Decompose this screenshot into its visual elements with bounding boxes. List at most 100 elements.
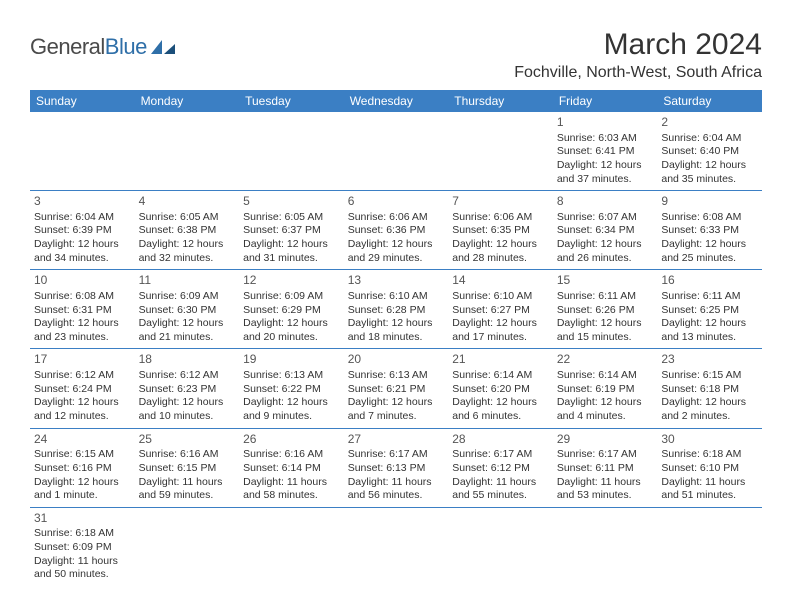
daylight-text: and 6 minutes.	[452, 410, 549, 424]
calendar-day: 18Sunrise: 6:12 AMSunset: 6:23 PMDayligh…	[135, 349, 240, 428]
daylight-text: and 18 minutes.	[348, 331, 445, 345]
sunrise-text: Sunrise: 6:14 AM	[557, 369, 654, 383]
daylight-text: Daylight: 12 hours	[139, 317, 236, 331]
daylight-text: and 50 minutes.	[34, 568, 131, 582]
day-number: 28	[452, 432, 549, 448]
sunset-text: Sunset: 6:38 PM	[139, 224, 236, 238]
daylight-text: and 4 minutes.	[557, 410, 654, 424]
calendar-day: 25Sunrise: 6:16 AMSunset: 6:15 PMDayligh…	[135, 428, 240, 507]
calendar-empty	[30, 112, 135, 191]
daylight-text: and 34 minutes.	[34, 252, 131, 266]
sunset-text: Sunset: 6:41 PM	[557, 145, 654, 159]
sunset-text: Sunset: 6:26 PM	[557, 304, 654, 318]
day-number: 3	[34, 194, 131, 210]
daylight-text: and 53 minutes.	[557, 489, 654, 503]
month-title: March 2024	[514, 28, 762, 62]
sunset-text: Sunset: 6:34 PM	[557, 224, 654, 238]
sunset-text: Sunset: 6:30 PM	[139, 304, 236, 318]
daylight-text: and 2 minutes.	[661, 410, 758, 424]
sunrise-text: Sunrise: 6:15 AM	[661, 369, 758, 383]
daylight-text: and 21 minutes.	[139, 331, 236, 345]
daylight-text: and 29 minutes.	[348, 252, 445, 266]
sunset-text: Sunset: 6:36 PM	[348, 224, 445, 238]
calendar-empty	[344, 507, 449, 586]
daylight-text: Daylight: 12 hours	[243, 238, 340, 252]
day-number: 24	[34, 432, 131, 448]
daylight-text: Daylight: 12 hours	[661, 317, 758, 331]
daylight-text: Daylight: 12 hours	[243, 396, 340, 410]
calendar-week: 10Sunrise: 6:08 AMSunset: 6:31 PMDayligh…	[30, 270, 762, 349]
daylight-text: Daylight: 12 hours	[139, 238, 236, 252]
calendar-empty	[448, 112, 553, 191]
calendar-day: 3Sunrise: 6:04 AMSunset: 6:39 PMDaylight…	[30, 191, 135, 270]
sunset-text: Sunset: 6:33 PM	[661, 224, 758, 238]
brand-part2: Blue	[105, 34, 147, 59]
calendar-day: 28Sunrise: 6:17 AMSunset: 6:12 PMDayligh…	[448, 428, 553, 507]
daylight-text: Daylight: 12 hours	[34, 317, 131, 331]
calendar-day: 30Sunrise: 6:18 AMSunset: 6:10 PMDayligh…	[657, 428, 762, 507]
day-number: 26	[243, 432, 340, 448]
sunrise-text: Sunrise: 6:09 AM	[243, 290, 340, 304]
daylight-text: and 23 minutes.	[34, 331, 131, 345]
daylight-text: and 58 minutes.	[243, 489, 340, 503]
sunrise-text: Sunrise: 6:09 AM	[139, 290, 236, 304]
day-number: 4	[139, 194, 236, 210]
daylight-text: and 12 minutes.	[34, 410, 131, 424]
calendar-empty	[135, 112, 240, 191]
calendar-day: 10Sunrise: 6:08 AMSunset: 6:31 PMDayligh…	[30, 270, 135, 349]
daylight-text: Daylight: 11 hours	[661, 476, 758, 490]
daylight-text: Daylight: 12 hours	[661, 159, 758, 173]
day-number: 5	[243, 194, 340, 210]
weekday-header: Tuesday	[239, 90, 344, 112]
calendar-day: 31Sunrise: 6:18 AMSunset: 6:09 PMDayligh…	[30, 507, 135, 586]
sunrise-text: Sunrise: 6:13 AM	[243, 369, 340, 383]
calendar-empty	[448, 507, 553, 586]
day-number: 25	[139, 432, 236, 448]
day-number: 20	[348, 352, 445, 368]
sunrise-text: Sunrise: 6:06 AM	[348, 211, 445, 225]
daylight-text: and 20 minutes.	[243, 331, 340, 345]
calendar-day: 14Sunrise: 6:10 AMSunset: 6:27 PMDayligh…	[448, 270, 553, 349]
day-number: 8	[557, 194, 654, 210]
day-number: 18	[139, 352, 236, 368]
daylight-text: and 7 minutes.	[348, 410, 445, 424]
daylight-text: Daylight: 12 hours	[348, 317, 445, 331]
sunrise-text: Sunrise: 6:14 AM	[452, 369, 549, 383]
daylight-text: Daylight: 12 hours	[452, 238, 549, 252]
daylight-text: and 51 minutes.	[661, 489, 758, 503]
day-number: 10	[34, 273, 131, 289]
sunset-text: Sunset: 6:24 PM	[34, 383, 131, 397]
sunset-text: Sunset: 6:09 PM	[34, 541, 131, 555]
daylight-text: and 25 minutes.	[661, 252, 758, 266]
day-number: 7	[452, 194, 549, 210]
daylight-text: and 10 minutes.	[139, 410, 236, 424]
calendar-day: 13Sunrise: 6:10 AMSunset: 6:28 PMDayligh…	[344, 270, 449, 349]
calendar-day: 4Sunrise: 6:05 AMSunset: 6:38 PMDaylight…	[135, 191, 240, 270]
day-number: 17	[34, 352, 131, 368]
brand-text: GeneralBlue	[30, 34, 147, 60]
sunset-text: Sunset: 6:25 PM	[661, 304, 758, 318]
calendar-week: 17Sunrise: 6:12 AMSunset: 6:24 PMDayligh…	[30, 349, 762, 428]
day-number: 13	[348, 273, 445, 289]
day-number: 2	[661, 115, 758, 131]
daylight-text: Daylight: 12 hours	[34, 396, 131, 410]
sunrise-text: Sunrise: 6:07 AM	[557, 211, 654, 225]
title-block: March 2024 Fochville, North-West, South …	[514, 28, 762, 82]
sunrise-text: Sunrise: 6:08 AM	[661, 211, 758, 225]
daylight-text: Daylight: 12 hours	[452, 396, 549, 410]
daylight-text: Daylight: 12 hours	[452, 317, 549, 331]
brand-logo: GeneralBlue	[30, 28, 177, 60]
daylight-text: Daylight: 12 hours	[348, 396, 445, 410]
weekday-header: Monday	[135, 90, 240, 112]
daylight-text: and 56 minutes.	[348, 489, 445, 503]
sunset-text: Sunset: 6:20 PM	[452, 383, 549, 397]
day-number: 14	[452, 273, 549, 289]
weekday-header: Thursday	[448, 90, 553, 112]
sunrise-text: Sunrise: 6:16 AM	[139, 448, 236, 462]
day-number: 23	[661, 352, 758, 368]
sunset-text: Sunset: 6:35 PM	[452, 224, 549, 238]
day-number: 27	[348, 432, 445, 448]
daylight-text: Daylight: 12 hours	[557, 238, 654, 252]
calendar-day: 23Sunrise: 6:15 AMSunset: 6:18 PMDayligh…	[657, 349, 762, 428]
day-number: 11	[139, 273, 236, 289]
